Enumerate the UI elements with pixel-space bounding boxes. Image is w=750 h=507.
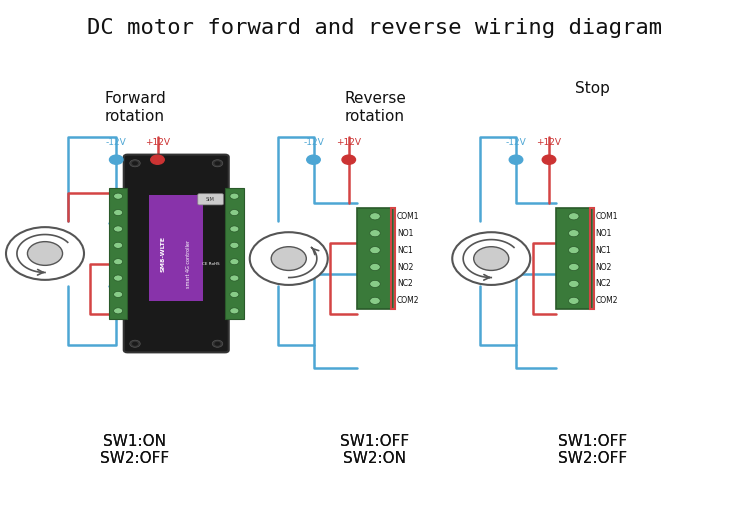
Circle shape	[212, 340, 223, 347]
Circle shape	[113, 209, 122, 215]
Circle shape	[568, 297, 579, 304]
Text: -12V: -12V	[303, 138, 324, 147]
Text: smart 4G controller: smart 4G controller	[185, 240, 190, 288]
Text: SW1:OFF
SW2:OFF: SW1:OFF SW2:OFF	[558, 434, 627, 466]
Text: NO1: NO1	[397, 229, 413, 238]
Circle shape	[113, 259, 122, 265]
Text: NC2: NC2	[596, 279, 611, 288]
Circle shape	[230, 308, 238, 314]
Circle shape	[568, 264, 579, 271]
Circle shape	[250, 232, 328, 285]
Circle shape	[6, 227, 84, 280]
Circle shape	[272, 247, 306, 270]
Circle shape	[132, 342, 138, 346]
Circle shape	[113, 193, 122, 199]
Circle shape	[370, 280, 380, 287]
Circle shape	[568, 213, 579, 220]
Text: NO1: NO1	[596, 229, 612, 238]
Bar	[556, 208, 592, 309]
Text: NO2: NO2	[596, 263, 612, 272]
Circle shape	[370, 213, 380, 220]
Text: Forward
rotation: Forward rotation	[104, 91, 166, 124]
Circle shape	[568, 246, 579, 254]
Circle shape	[230, 259, 238, 265]
Circle shape	[307, 155, 320, 164]
Text: SW1:OFF
SW2:OFF: SW1:OFF SW2:OFF	[558, 434, 627, 466]
Circle shape	[214, 342, 220, 346]
Bar	[225, 188, 244, 319]
Text: COM1: COM1	[596, 212, 618, 221]
Circle shape	[113, 275, 122, 281]
Text: COM1: COM1	[397, 212, 419, 221]
Circle shape	[542, 155, 556, 164]
FancyBboxPatch shape	[198, 194, 223, 205]
Circle shape	[212, 160, 223, 167]
Circle shape	[452, 232, 530, 285]
Circle shape	[110, 155, 123, 164]
Bar	[109, 188, 128, 319]
Circle shape	[28, 242, 62, 265]
Text: -12V: -12V	[106, 138, 127, 147]
Bar	[391, 208, 395, 309]
Circle shape	[230, 242, 238, 248]
Circle shape	[214, 161, 220, 165]
Circle shape	[230, 292, 238, 298]
Text: +12V: +12V	[336, 138, 362, 147]
Text: -12V: -12V	[506, 138, 526, 147]
Text: +12V: +12V	[536, 138, 562, 147]
Circle shape	[130, 340, 140, 347]
Circle shape	[230, 193, 238, 199]
Text: COM2: COM2	[596, 296, 618, 305]
Bar	[149, 195, 203, 301]
Circle shape	[568, 230, 579, 237]
Text: SIM: SIM	[206, 197, 215, 202]
Circle shape	[230, 275, 238, 281]
Text: COM2: COM2	[397, 296, 419, 305]
Circle shape	[370, 246, 380, 254]
Bar	[357, 208, 393, 309]
Text: Stop: Stop	[575, 81, 610, 96]
Circle shape	[113, 308, 122, 314]
Text: SW1:OFF
SW2:ON: SW1:OFF SW2:ON	[340, 434, 410, 466]
Text: +12V: +12V	[145, 138, 170, 147]
Text: Reverse
rotation: Reverse rotation	[344, 91, 406, 124]
FancyBboxPatch shape	[124, 155, 229, 352]
Text: SW1:ON
SW2:OFF: SW1:ON SW2:OFF	[100, 434, 170, 466]
Circle shape	[568, 280, 579, 287]
Circle shape	[113, 242, 122, 248]
Circle shape	[230, 209, 238, 215]
Text: SW1:OFF
SW2:ON: SW1:OFF SW2:ON	[340, 434, 410, 466]
Text: SW1:ON
SW2:OFF: SW1:ON SW2:OFF	[100, 434, 170, 466]
Circle shape	[132, 161, 138, 165]
Circle shape	[370, 230, 380, 237]
Text: NC2: NC2	[397, 279, 412, 288]
Circle shape	[113, 226, 122, 232]
Text: NC1: NC1	[596, 245, 611, 255]
Text: SM8-WLTE: SM8-WLTE	[160, 235, 165, 272]
Circle shape	[230, 226, 238, 232]
Text: DC motor forward and reverse wiring diagram: DC motor forward and reverse wiring diag…	[88, 18, 662, 38]
Circle shape	[474, 247, 508, 270]
Circle shape	[113, 292, 122, 298]
Circle shape	[151, 155, 164, 164]
Circle shape	[370, 297, 380, 304]
Circle shape	[342, 155, 355, 164]
Circle shape	[130, 160, 140, 167]
Text: NO2: NO2	[397, 263, 413, 272]
Circle shape	[370, 264, 380, 271]
Circle shape	[509, 155, 523, 164]
Text: CE RoHS: CE RoHS	[202, 262, 219, 266]
Bar	[590, 208, 594, 309]
Text: NC1: NC1	[397, 245, 412, 255]
